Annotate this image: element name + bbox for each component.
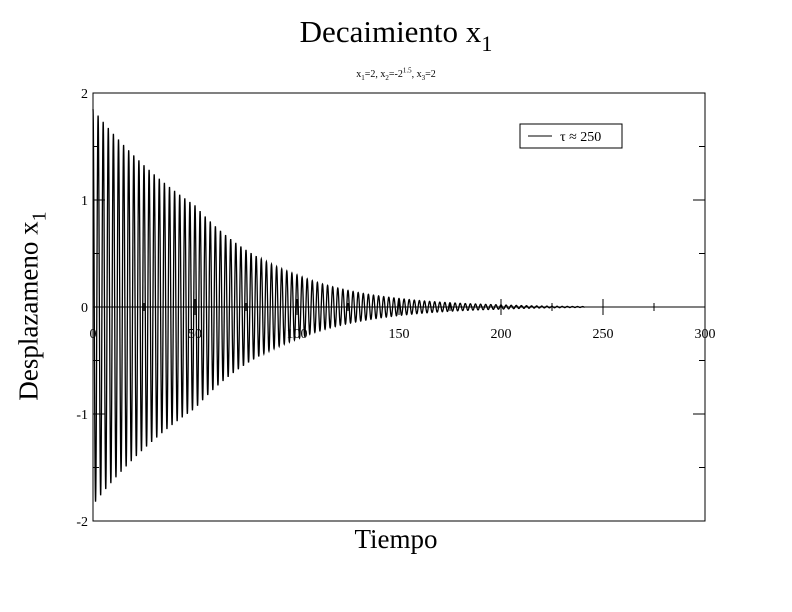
subtitle-part: x3=2 [416,69,436,83]
x-tick-label: 0 [90,327,97,342]
y-axis-label-text: Desplazameno x [13,221,44,401]
chart-title-subscript: 1 [481,31,493,56]
series-group [92,109,585,502]
subtitle-part: x1=2, [356,69,381,83]
y-axis-label: Desplazameno x1 [13,211,51,401]
chart-title-text: Decaimiento x [299,14,482,49]
legend: τ ≈ 250 [519,123,623,149]
y-tick-label: -1 [76,408,88,423]
subtitle-part: x2=-21.5, [380,67,417,83]
chart-subtitle: x1=2, x2=-21.5, x3=2 [0,64,792,85]
y-axis-label-subscript: 1 [28,211,51,222]
y-tick-label: 0 [81,301,88,316]
y-tick-label: 1 [81,194,88,209]
x-tick-label: 150 [389,327,410,342]
x-axis-label: Tiempo [354,524,438,554]
series-line [92,109,585,502]
x-tick-label: 300 [695,327,716,342]
y-tick-label: 2 [81,87,88,102]
x-tick-label: 100 [287,327,308,342]
y-tick-label: -2 [76,515,88,530]
legend-label: τ ≈ 250 [560,130,601,145]
chart-title: Decaimiento x1 [0,12,792,56]
x-tick-label: 250 [593,327,614,342]
x-tick-label: 50 [188,327,202,342]
x-tick-label: 200 [491,327,512,342]
